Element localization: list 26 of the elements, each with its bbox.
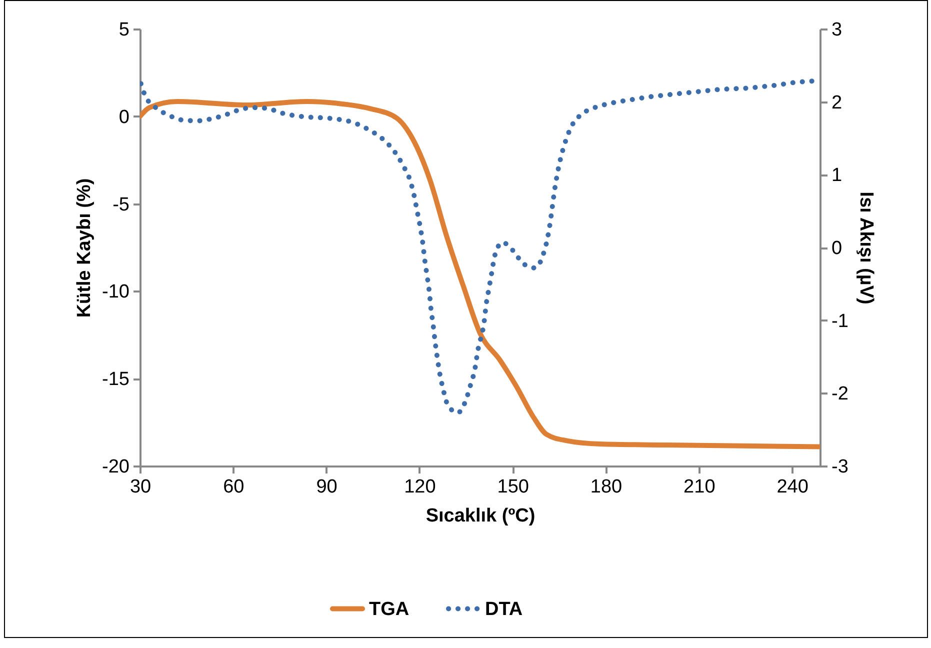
x-tick-label: 120 <box>404 476 436 498</box>
x-tick-label: 30 <box>130 476 152 498</box>
y2-tick-label: -3 <box>832 456 848 478</box>
y2-tick-label: 3 <box>832 20 842 40</box>
y2-tick-label: -2 <box>832 384 848 405</box>
legend-label: TGA <box>369 598 410 620</box>
y-tick-label: -5 <box>112 194 130 216</box>
y-tick-label: -20 <box>102 456 130 478</box>
y2-axis-title: Isı Akışı (µV) <box>855 192 876 304</box>
y-tick-label: -15 <box>102 369 130 390</box>
y-tick-label: 0 <box>118 106 130 128</box>
x-axis-title: Sıcaklık (ºC) <box>426 506 536 526</box>
x-tick-label: 240 <box>776 476 808 498</box>
y2-tick-label: 2 <box>832 92 842 114</box>
y-tick-label: 5 <box>118 20 130 40</box>
x-tick-label: 60 <box>223 476 244 498</box>
y-tick-label: -10 <box>102 282 130 303</box>
legend-label: DTA <box>485 598 523 620</box>
y2-tick-label: 0 <box>832 238 842 259</box>
y2-tick-label: 1 <box>832 165 842 186</box>
x-tick-label: 90 <box>316 476 338 498</box>
x-tick-label: 210 <box>684 476 716 498</box>
y-axis-title: Kütle Kaybı (%) <box>74 178 96 318</box>
x-tick-label: 180 <box>590 476 622 498</box>
x-tick-label: 150 <box>497 476 529 498</box>
y2-tick-label: -1 <box>832 310 848 332</box>
